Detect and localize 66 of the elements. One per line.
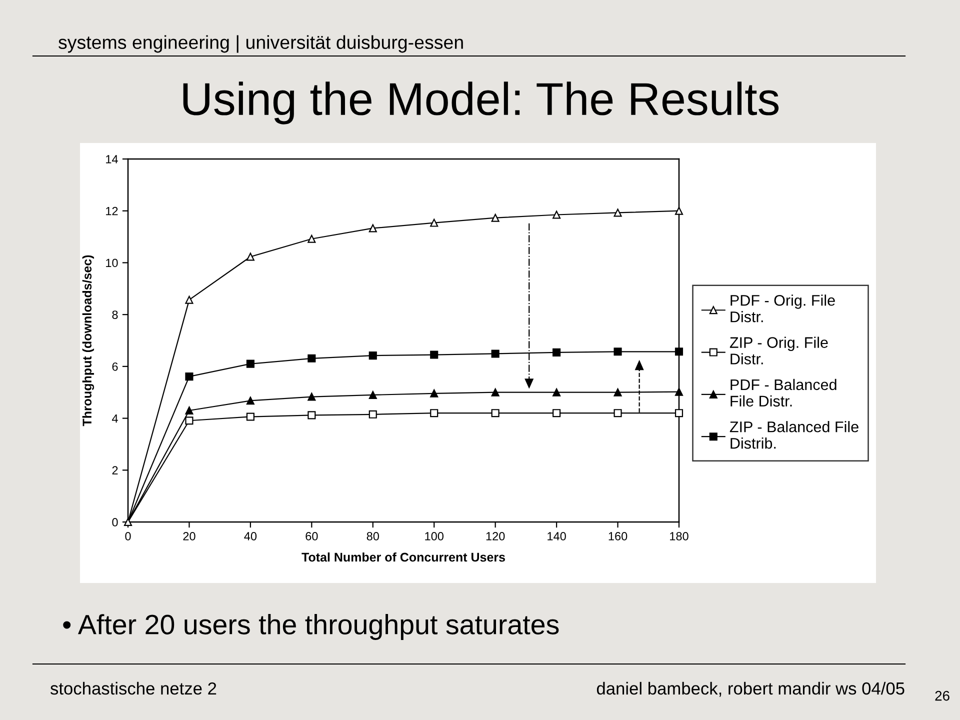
text: • After 20 users the throughput saturates xyxy=(63,614,559,640)
point xyxy=(430,389,438,398)
y-tick-label: 8 xyxy=(112,310,118,319)
point xyxy=(674,388,684,396)
point xyxy=(185,296,194,304)
x-tick-label: 100 xyxy=(425,532,444,540)
point xyxy=(185,416,194,425)
y-tick-label: 12 xyxy=(106,206,118,216)
legend-label: PDF - Orig. File Distr. xyxy=(730,294,835,322)
x-tick-label: 80 xyxy=(366,532,379,540)
x-tick-label: 180 xyxy=(670,532,688,540)
point xyxy=(430,218,438,227)
y-tick-label: 10 xyxy=(106,258,118,268)
point xyxy=(246,252,254,261)
point xyxy=(246,412,254,421)
point xyxy=(674,409,684,418)
point xyxy=(491,409,500,418)
point xyxy=(368,224,377,232)
point xyxy=(552,348,561,356)
point xyxy=(368,410,377,418)
legend-label: PDF - Balanced File Distr. xyxy=(730,378,836,407)
point xyxy=(246,396,254,405)
text: daniel bambeck, robert mandir ws 04/05 xyxy=(596,682,904,697)
point xyxy=(430,350,438,359)
x-tick-label: 0 xyxy=(125,532,131,540)
point xyxy=(552,409,561,418)
point xyxy=(491,214,500,222)
point xyxy=(614,348,622,356)
point xyxy=(491,388,500,396)
y-tick-label: 6 xyxy=(112,362,118,371)
point xyxy=(246,360,254,368)
text: stochastische netze 2 xyxy=(50,682,216,695)
point xyxy=(491,350,500,358)
point xyxy=(552,210,561,219)
text: 26 xyxy=(935,690,950,701)
x-tick-label: 40 xyxy=(244,532,257,540)
point xyxy=(185,372,194,381)
point xyxy=(552,388,561,396)
x-tick-label: 120 xyxy=(486,532,505,540)
y-tick-label: 2 xyxy=(112,466,118,474)
point xyxy=(430,409,438,418)
legend-label: ZIP - Balanced File Distrib. xyxy=(730,421,858,449)
x-tick-label: 60 xyxy=(306,532,318,540)
x-tick-label: 140 xyxy=(548,532,566,540)
point xyxy=(368,352,377,360)
y-tick-label: 14 xyxy=(106,155,118,164)
legend-label: ZIP - Orig. File Distr. xyxy=(730,336,828,364)
point xyxy=(185,406,194,415)
point xyxy=(308,354,316,362)
point xyxy=(614,409,622,418)
y-axis-title: Throughput (downloads/sec) xyxy=(82,255,94,426)
point xyxy=(308,411,316,420)
point xyxy=(614,388,622,396)
point xyxy=(308,234,316,243)
x-tick-label: 20 xyxy=(183,532,196,540)
text: systems engineering | universität duisburg-essen xyxy=(58,35,463,53)
x-axis-title: Total Number of Concurrent Users xyxy=(302,552,505,562)
y-tick-label: 0 xyxy=(112,518,118,526)
x-tick-label: 160 xyxy=(608,532,628,540)
point xyxy=(368,390,377,399)
point xyxy=(674,348,684,356)
point xyxy=(308,392,316,401)
point xyxy=(614,208,622,217)
point xyxy=(674,206,684,215)
y-tick-label: 4 xyxy=(112,414,118,423)
chart-title: Using the Model: The Results xyxy=(183,82,779,124)
